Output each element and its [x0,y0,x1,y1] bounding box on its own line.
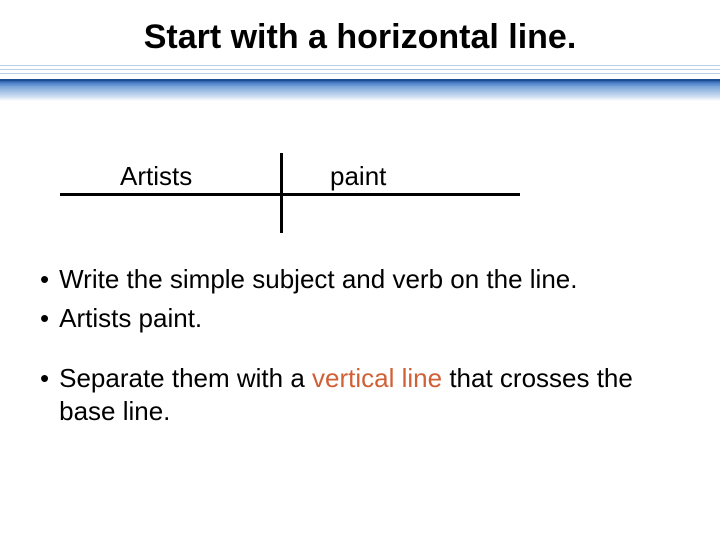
divider-band [0,65,720,103]
bullet-text-pre: Separate them with a [59,363,312,393]
slide: Start with a horizontal line. Artists pa… [0,0,720,540]
divider-gradient [0,79,720,101]
diagram-verb: paint [330,161,386,192]
spacer [40,340,680,362]
bullet-accent-text: vertical line [312,363,442,393]
divider-thin-line [0,65,720,66]
bullet-text: Separate them with a vertical line that … [59,362,680,427]
slide-title: Start with a horizontal line. [0,0,720,65]
bullet-text: Write the simple subject and verb on the… [59,263,680,296]
bullet-dot-icon: • [40,302,49,335]
bullet-item: • Write the simple subject and verb on t… [40,263,680,296]
bullet-text: Artists paint. [59,302,680,335]
diagram-subject: Artists [120,161,192,192]
bullet-item: • Separate them with a vertical line tha… [40,362,680,427]
bullet-dot-icon: • [40,362,49,427]
bullet-dot-icon: • [40,263,49,296]
bullet-list: • Write the simple subject and verb on t… [0,263,720,427]
sentence-diagram: Artists paint [60,143,560,243]
bullet-item: • Artists paint. [40,302,680,335]
diagram-base-line [60,193,520,196]
divider-thin-line [0,69,720,70]
diagram-vertical-line [280,153,283,233]
divider-thin-line [0,73,720,74]
